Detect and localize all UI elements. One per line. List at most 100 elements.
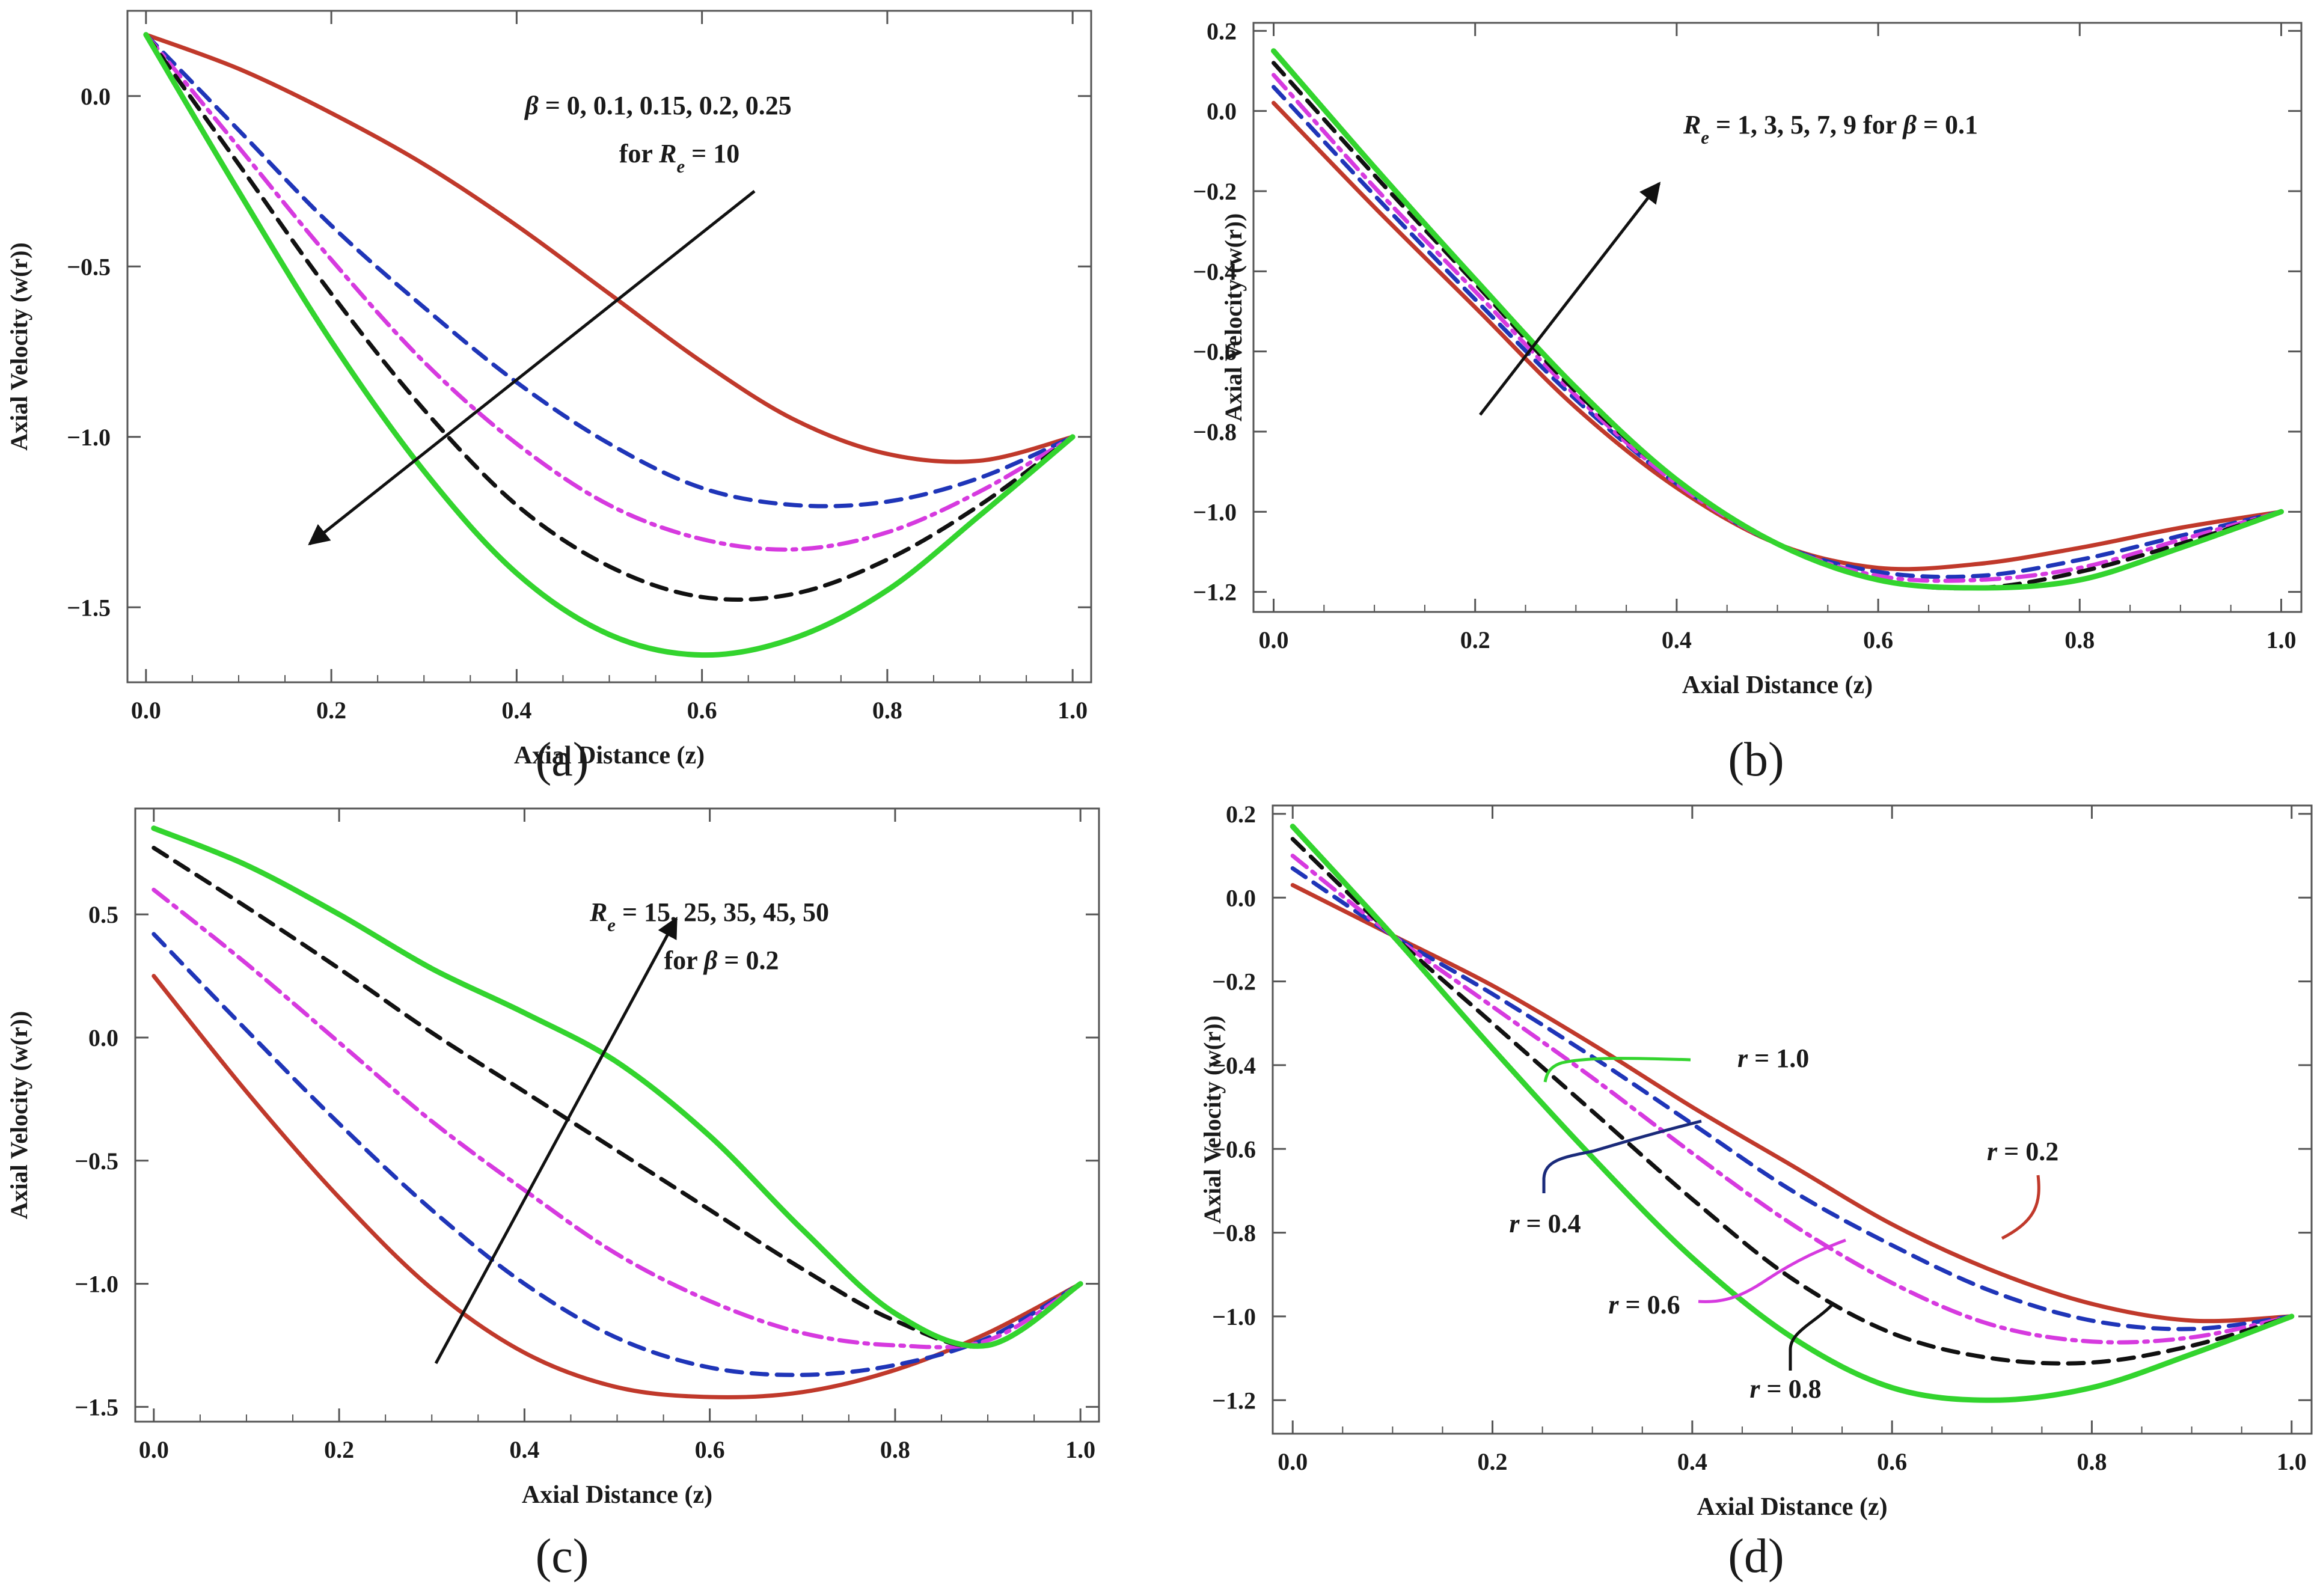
y-tick-label-b: −0.4 [1193, 258, 1237, 285]
y-tick-label-b: −0.2 [1193, 178, 1237, 205]
x-tick-label-c: 0.2 [324, 1436, 354, 1463]
annotation-beta-c: for β = 0.2 [664, 946, 779, 975]
series-line-a-3 [144, 32, 1075, 552]
y-tick-label-d: −0.2 [1212, 968, 1256, 995]
panel-label-d: (d) [1728, 1530, 1784, 1583]
x-axis-label-c: Axial Distance (z) [522, 1481, 712, 1509]
series-line-c-2 [152, 932, 1083, 1377]
x-axis-label-a: Axial Distance (z) [514, 742, 705, 769]
series-label-leader-d [1543, 1057, 1691, 1083]
y-axis-label-a: Axial Velocity (w(r)) [5, 242, 32, 451]
series-line-d-1 [1290, 882, 2294, 1324]
series-label-d-1: r = 0.2 [1987, 1137, 2058, 1166]
y-axis-label-c: Axial Velocity (w(r)) [5, 1011, 32, 1220]
series-line-d-4 [1290, 837, 2294, 1366]
y-axis-label-b: Axial Velocity (w(r)) [1220, 213, 1247, 422]
x-tick-label-c: 0.4 [509, 1436, 539, 1463]
y-tick-label-a: 0.0 [81, 83, 111, 110]
x-tick-label-a: 0.8 [872, 697, 902, 724]
x-tick-label-b: 0.2 [1460, 626, 1490, 653]
series-line-a-4 [144, 32, 1075, 602]
series-label-d-2: r = 0.4 [1509, 1209, 1581, 1238]
series-line-b-1 [1272, 100, 2283, 572]
x-tick-label-d: 0.8 [2077, 1448, 2107, 1475]
series-line-a-2 [144, 32, 1075, 509]
y-tick-label-b: −1.0 [1193, 498, 1237, 525]
y-tick-label-b: 0.2 [1207, 17, 1237, 44]
x-tick-label-b: 0.4 [1662, 626, 1692, 653]
series-line-b-3 [1272, 73, 2283, 583]
y-tick-label-c: −0.5 [75, 1148, 118, 1175]
y-tick-label-d: −0.4 [1212, 1052, 1256, 1079]
series-label-d-3: r = 0.6 [1608, 1290, 1680, 1319]
y-tick-label-c: 0.0 [88, 1024, 118, 1051]
x-tick-label-a: 0.0 [131, 697, 161, 724]
y-tick-label-d: 0.2 [1226, 801, 1256, 828]
series-label-leader-d [1789, 1302, 1835, 1371]
y-tick-label-a: −1.5 [67, 594, 111, 621]
series-line-d-5 [1290, 824, 2295, 1403]
series-line-c-5 [151, 825, 1083, 1349]
series-label-d-4: r = 0.8 [1749, 1374, 1821, 1404]
y-axis-label-d: Axial Velocity (w(r)) [1199, 1015, 1226, 1224]
annotation-beta-values-a: β = 0, 0.1, 0.15, 0.2, 0.25 [524, 91, 792, 120]
y-tick-label-b: −0.6 [1193, 338, 1237, 365]
y-tick-label-d: −1.0 [1212, 1303, 1256, 1330]
x-axis-label-d: Axial Distance (z) [1697, 1493, 1887, 1521]
x-tick-label-a: 0.2 [316, 697, 346, 724]
panel-label-a: (a) [536, 733, 589, 786]
series-line-d-2 [1290, 866, 2294, 1332]
x-tick-label-c: 0.0 [139, 1436, 169, 1463]
panel-label-b: (b) [1728, 733, 1784, 786]
y-tick-label-b: 0.0 [1207, 98, 1237, 125]
x-tick-label-a: 1.0 [1057, 697, 1088, 724]
x-tick-label-c: 0.6 [695, 1436, 725, 1463]
annotation-re-values-c: Re = 15, 25, 35, 45, 50 [589, 897, 829, 935]
y-tick-label-b: −0.8 [1193, 418, 1237, 445]
series-line-c-4 [152, 846, 1083, 1349]
y-tick-label-d: −0.6 [1212, 1136, 1256, 1163]
x-tick-label-c: 0.8 [880, 1436, 910, 1463]
x-tick-label-d: 0.4 [1677, 1448, 1707, 1475]
x-tick-label-b: 0.0 [1259, 626, 1289, 653]
series-line-b-2 [1272, 85, 2283, 579]
y-tick-label-c: −1.5 [75, 1393, 118, 1420]
x-tick-label-b: 0.8 [2064, 626, 2095, 653]
x-tick-label-d: 0.6 [1877, 1448, 1907, 1475]
trend-arrow-b [1479, 182, 1661, 416]
series-label-leader-d [1698, 1238, 1846, 1303]
y-tick-label-a: −0.5 [67, 253, 111, 280]
annotation-re-values-b: Re = 1, 3, 5, 7, 9 for β = 0.1 [1683, 110, 1978, 148]
y-tick-label-a: −1.0 [67, 424, 111, 451]
y-tick-label-d: −1.2 [1212, 1387, 1256, 1414]
x-tick-label-d: 1.0 [2277, 1448, 2307, 1475]
x-tick-label-d: 0.2 [1478, 1448, 1508, 1475]
trend-arrow-a [308, 190, 756, 546]
x-tick-label-a: 0.4 [501, 697, 531, 724]
series-line-a-5 [143, 32, 1076, 658]
series-line-b-5 [1271, 48, 2284, 591]
annotation-re-a: for Re = 10 [619, 139, 740, 177]
y-tick-label-b: −1.2 [1193, 579, 1237, 606]
series-label-leader-d [1542, 1119, 1702, 1193]
x-tick-label-a: 0.6 [687, 697, 717, 724]
trend-arrow-c [434, 916, 678, 1365]
x-tick-label-c: 1.0 [1065, 1436, 1095, 1463]
series-line-d-3 [1290, 854, 2294, 1345]
series-line-c-1 [152, 974, 1083, 1399]
series-line-c-3 [152, 887, 1083, 1350]
x-tick-label-d: 0.0 [1278, 1448, 1308, 1475]
series-line-b-4 [1272, 61, 2283, 591]
series-line-a-1 [144, 32, 1075, 464]
y-tick-label-c: 0.5 [88, 901, 118, 928]
x-tick-label-b: 0.6 [1863, 626, 1893, 653]
y-tick-label-c: −1.0 [75, 1271, 118, 1298]
panel-label-c: (c) [536, 1530, 589, 1583]
series-label-d-5: r = 1.0 [1737, 1044, 1809, 1073]
y-tick-label-d: −0.8 [1212, 1220, 1256, 1247]
y-tick-label-d: 0.0 [1226, 884, 1256, 911]
x-tick-label-b: 1.0 [2266, 626, 2296, 653]
series-label-leader-d [2001, 1175, 2040, 1240]
x-axis-label-b: Axial Distance (z) [1682, 671, 1873, 699]
